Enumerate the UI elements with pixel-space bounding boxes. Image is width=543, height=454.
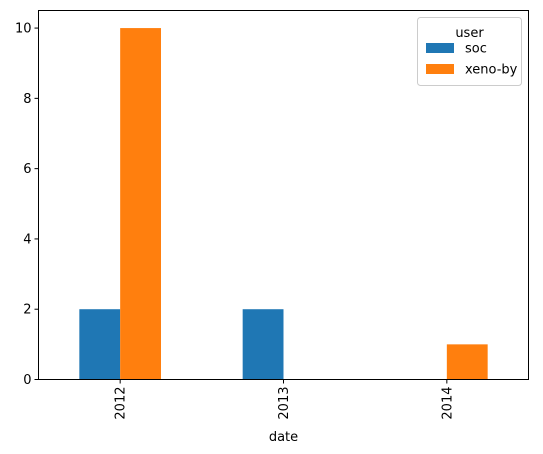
x-tick-label: 2014 [440, 387, 455, 420]
bars-layer [79, 28, 488, 380]
y-tick-label: 8 [23, 92, 31, 107]
y-axis: 0 2 4 6 8 10 [15, 22, 39, 388]
y-tick-label: 0 [23, 373, 31, 388]
plot-frame [38, 10, 529, 380]
y-tick-label: 4 [23, 232, 31, 247]
bar-xeno-by-2014 [446, 344, 488, 380]
legend-label-soc: soc [465, 42, 487, 57]
bar-soc-2012 [79, 309, 121, 380]
y-tick-label: 6 [23, 162, 31, 177]
legend-label-xeno-by: xeno-by [465, 63, 518, 78]
legend-swatch-xeno-by [426, 64, 454, 74]
legend: user soc xeno-by [417, 17, 522, 86]
x-axis: 2012 2013 2014 [114, 379, 455, 420]
x-axis-label: date [269, 430, 298, 445]
x-tick-label: 2013 [277, 387, 292, 420]
legend-title: user [455, 26, 484, 41]
y-tick-label: 10 [15, 22, 32, 37]
legend-swatch-soc [426, 43, 454, 53]
y-tick-label: 2 [23, 303, 31, 318]
bar-soc-2013 [242, 309, 284, 380]
bar-xeno-by-2012 [120, 28, 161, 380]
x-tick-label: 2012 [114, 387, 129, 420]
